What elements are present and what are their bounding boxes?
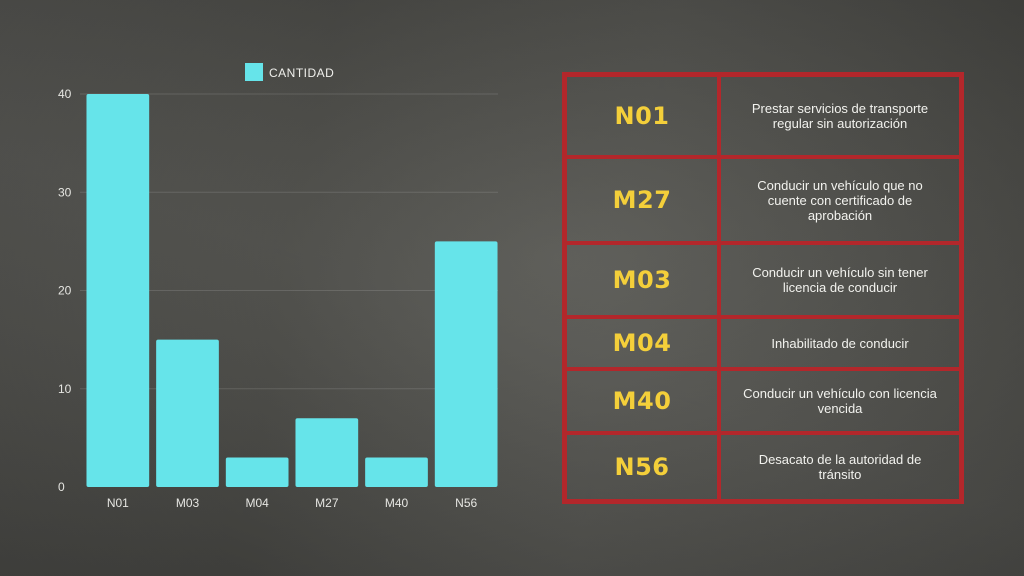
- bar-m40: [365, 457, 428, 487]
- x-tick-label: M04: [245, 496, 269, 510]
- code-label: M04: [612, 329, 672, 357]
- bar-m03: [156, 339, 219, 487]
- y-tick-label: 20: [58, 284, 72, 298]
- x-axis: N01 M03 M04 M27 M40 N56: [107, 496, 478, 510]
- code-label: N01: [614, 102, 670, 130]
- table-row-code: M03: [565, 243, 719, 317]
- table-row-code: N56: [565, 433, 719, 501]
- bar-n56: [434, 241, 498, 487]
- infraction-code-table: N01 Prestar servicios de transporte regu…: [562, 72, 964, 504]
- bar-m27: [295, 418, 359, 487]
- bar-m04: [225, 457, 289, 487]
- description-text: Conducir un vehículo sin tener licencia …: [752, 265, 928, 295]
- bar-n01: [86, 94, 150, 487]
- legend-swatch: [245, 63, 263, 81]
- code-label: M03: [612, 266, 672, 294]
- x-tick-label: M27: [315, 496, 339, 510]
- description-text: Prestar servicios de transporte regular …: [751, 101, 929, 131]
- table-row-description: Prestar servicios de transporte regular …: [719, 75, 961, 157]
- table-row-description: Conducir un vehículo con licencia vencid…: [719, 369, 961, 433]
- table-row-code: N01: [565, 75, 719, 157]
- grid-lines: [80, 93, 498, 390]
- bar-chart: 0 10 20 30 40 N01 M03 M04 M27 M40 N56 CANTIDAD: [58, 63, 498, 510]
- x-tick-label: M40: [385, 496, 409, 510]
- y-tick-label: 30: [58, 185, 72, 199]
- table-row-description: Conducir un vehículo que no cuente con c…: [719, 157, 961, 243]
- y-tick-label: 40: [58, 87, 72, 101]
- table-row-code: M04: [565, 317, 719, 369]
- table-row-code: M27: [565, 157, 719, 243]
- description-text: Inhabilitado de conducir: [771, 335, 909, 351]
- description-text: Desacato de la autoridad de tránsito: [758, 452, 922, 482]
- legend: CANTIDAD: [245, 63, 334, 81]
- y-tick-label: 0: [58, 480, 65, 494]
- code-label: M40: [612, 387, 672, 415]
- table-row-description: Desacato de la autoridad de tránsito: [719, 433, 961, 501]
- table-row-description: Conducir un vehículo sin tener licencia …: [719, 243, 961, 317]
- y-axis: 0 10 20 30 40: [58, 87, 72, 494]
- bars: [86, 94, 498, 487]
- legend-label: CANTIDAD: [269, 66, 334, 80]
- description-text: Conducir un vehículo con licencia vencid…: [743, 386, 937, 416]
- x-tick-label: N01: [107, 496, 129, 510]
- y-tick-label: 10: [58, 382, 72, 396]
- code-label: N56: [614, 453, 670, 481]
- description-text: Conducir un vehículo que no cuente con c…: [757, 177, 923, 223]
- x-tick-label: M03: [176, 496, 200, 510]
- code-label: M27: [612, 186, 672, 214]
- table-row-code: M40: [565, 369, 719, 433]
- x-tick-label: N56: [455, 496, 477, 510]
- table-row-description: Inhabilitado de conducir: [719, 317, 961, 369]
